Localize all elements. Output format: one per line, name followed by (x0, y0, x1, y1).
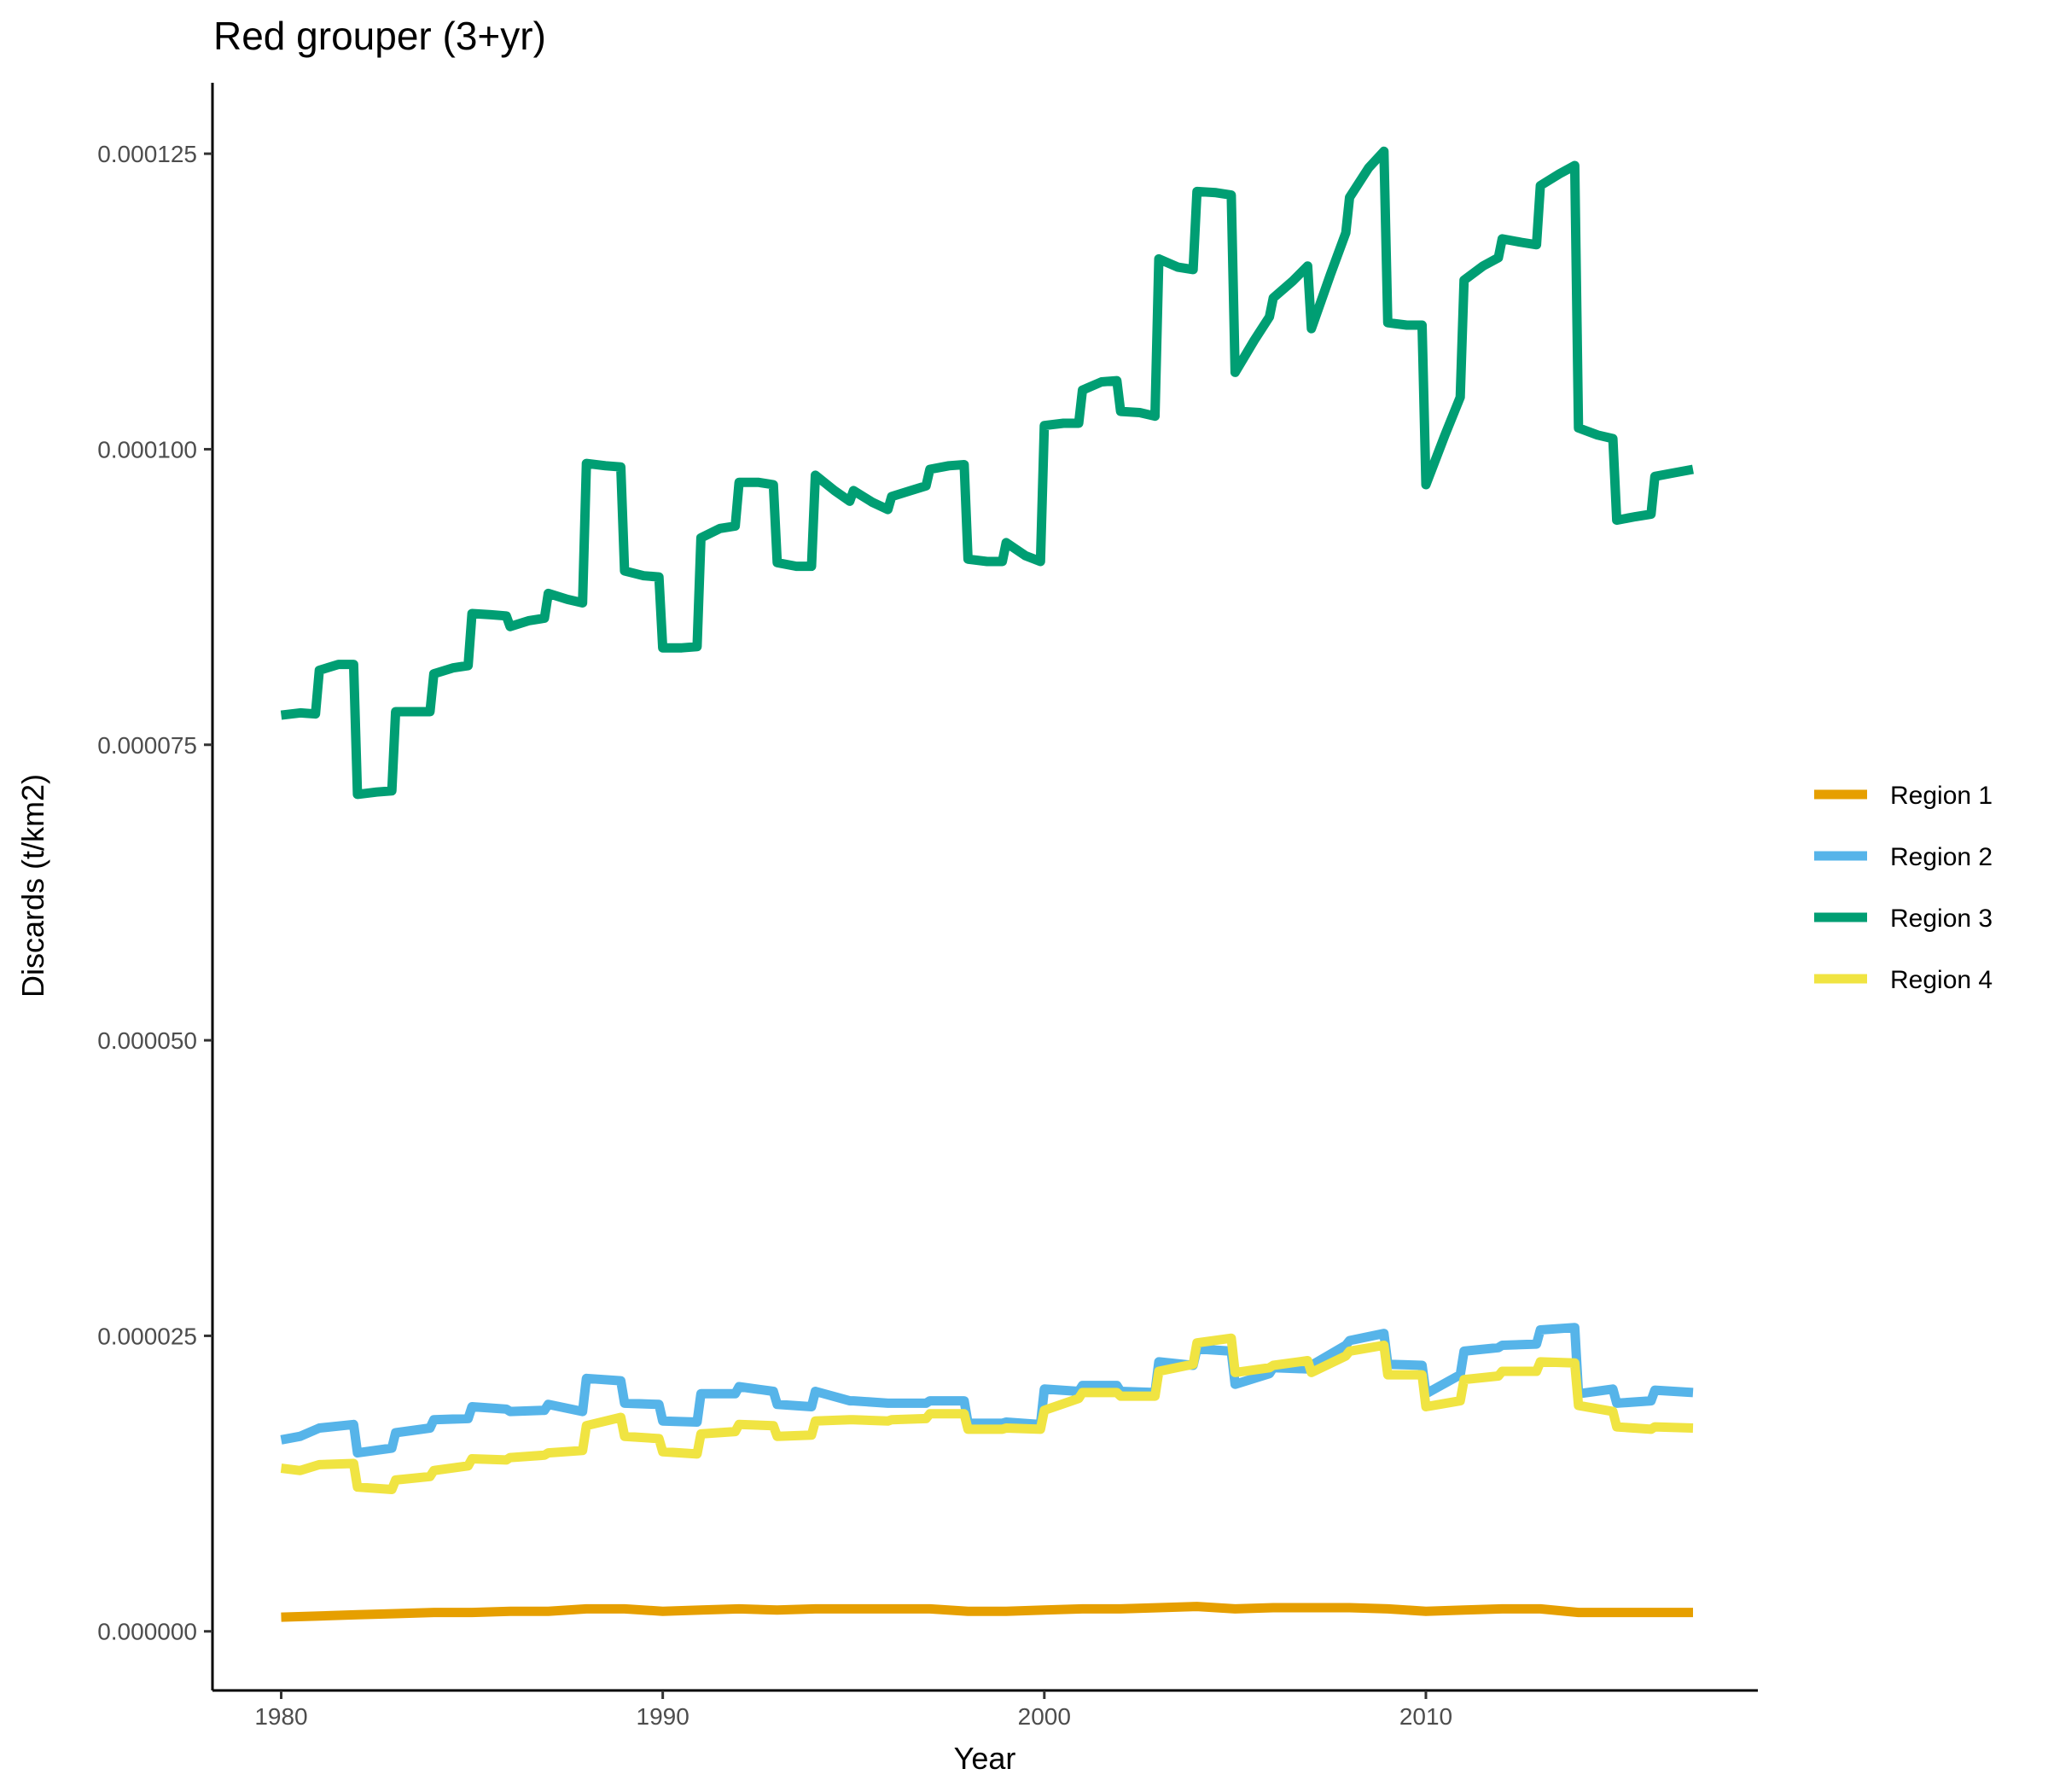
x-tick-label: 1980 (254, 1703, 307, 1730)
plot-lines (280, 146, 1694, 1622)
x-axis-title: Year (954, 1741, 1016, 1776)
y-tick-label: 0.000025 (97, 1323, 197, 1349)
legend-label-1: Region 1 (1890, 782, 1993, 810)
legend-label-2: Region 2 (1890, 843, 1993, 871)
series-line-2 (280, 1323, 1694, 1458)
chart-title: Red grouper (3+yr) (213, 14, 546, 58)
y-tick-label: 0.000050 (97, 1027, 197, 1054)
series-line-4 (280, 1333, 1694, 1494)
x-tick-label: 2010 (1399, 1703, 1452, 1730)
x-tick-label: 1990 (637, 1703, 689, 1730)
y-tick-label: 0.000100 (97, 436, 197, 463)
legend-label-4: Region 4 (1890, 966, 1993, 994)
legend: Region 1 Region 2 Region 3 Region 4 (1814, 782, 1993, 994)
y-axis-title: Discards (t/km2) (15, 774, 50, 998)
y-tick-label: 0.000075 (97, 732, 197, 759)
x-axis-ticks: 1980 1990 2000 2010 (254, 1690, 1452, 1730)
y-tick-label: 0.000000 (97, 1619, 197, 1645)
y-tick-label: 0.000125 (97, 141, 197, 167)
y-axis-ticks: 0.000000 0.000025 0.000050 0.000075 0.000100… (97, 141, 212, 1645)
x-tick-label: 2000 (1018, 1703, 1071, 1730)
series-line-1 (281, 1602, 1693, 1622)
legend-label-3: Region 3 (1890, 905, 1993, 933)
series-line-3 (280, 146, 1694, 800)
